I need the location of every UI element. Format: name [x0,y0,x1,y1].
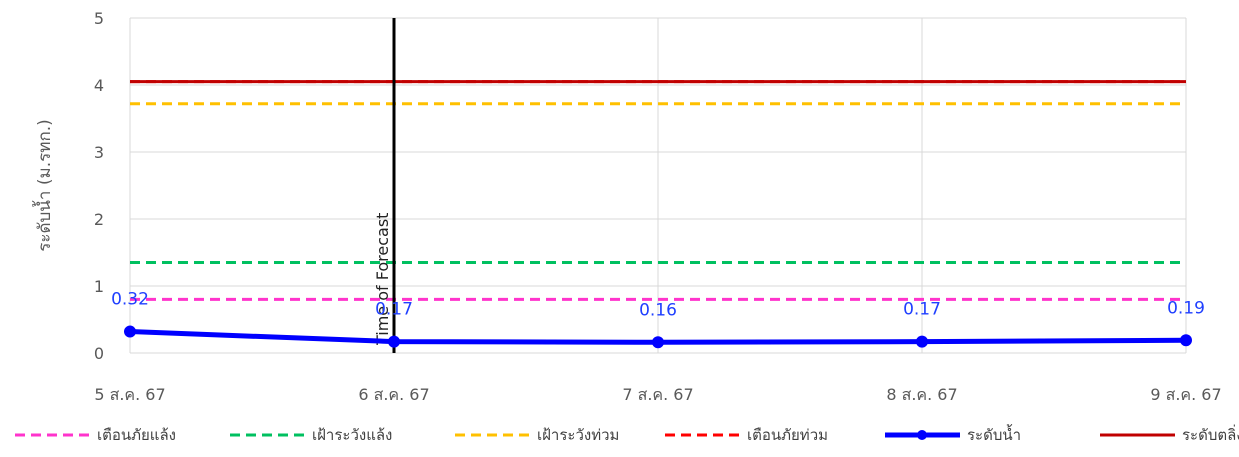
legend-label: เฝ้าระวังท่วม [537,426,619,444]
legend-label: เตือนภัยแล้ง [97,426,176,444]
data-label: 0.17 [903,300,941,320]
y-axis-ticks: 0 1 2 3 4 5 [94,9,104,363]
y-tick-label: 5 [94,9,104,28]
data-point [916,335,928,348]
data-label: 0.17 [375,300,413,320]
data-label: 0.32 [111,290,149,310]
data-label: 0.16 [639,300,677,320]
y-tick-label: 4 [94,76,104,95]
data-label: 0.19 [1167,298,1205,318]
x-tick-label: 5 ส.ค. 67 [94,385,165,404]
x-tick-label: 9 ส.ค. 67 [1150,385,1221,404]
data-point [652,336,664,349]
legend-label: เตือนภัยท่วม [747,426,828,444]
data-point [124,325,136,338]
gridlines [129,17,1187,354]
x-axis-ticks: 5 ส.ค. 67 6 ส.ค. 67 7 ส.ค. 67 8 ส.ค. 67 9 ส.… [94,385,1221,404]
forecast-marker: Time of Forecast [373,18,396,353]
x-tick-label: 8 ส.ค. 67 [886,385,957,404]
y-tick-label: 2 [94,210,104,229]
series-water-level: 0.32 0.17 0.16 0.17 0.19 [111,290,1205,349]
data-point [388,335,400,348]
legend-marker [917,430,927,440]
legend-label: ระดับน้ำ [967,424,1021,444]
legend-label: ระดับตลิ่ง [1182,424,1239,444]
x-tick-label: 6 ส.ค. 67 [358,385,429,404]
x-tick-label: 7 ส.ค. 67 [622,385,693,404]
y-tick-label: 1 [94,277,104,296]
y-axis-label: ระดับน้ำ (ม.รทก.) [32,119,55,252]
y-tick-label: 3 [94,143,104,162]
threshold-lines [130,80,1186,301]
legend-label: เฝ้าระวังแล้ง [312,426,392,444]
legend: เตือนภัยแล้ง เฝ้าระวังแล้ง เฝ้าระวังท่วม เต… [15,424,1239,444]
y-tick-label: 0 [94,344,104,363]
data-point [1180,334,1192,347]
forecast-label: Time of Forecast [373,213,392,346]
